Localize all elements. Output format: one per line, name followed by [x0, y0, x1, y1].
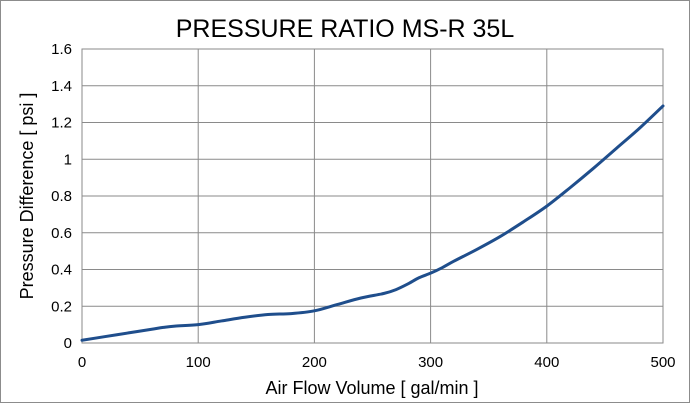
y-tick-label: 0.8 [51, 188, 72, 205]
y-tick-label: 1 [64, 151, 72, 168]
y-tick-label: 0.6 [51, 225, 72, 242]
y-axis-title: Pressure Difference [ psi ] [17, 93, 37, 300]
y-tick-label: 1.4 [51, 78, 72, 95]
y-tick-label: 0.4 [51, 262, 72, 279]
y-tick-label: 0 [64, 335, 72, 352]
data-series [80, 104, 665, 342]
x-axis-title: Air Flow Volume [ gal/min ] [265, 378, 478, 398]
grid-lines [81, 48, 664, 344]
tick-labels: 0 0.2 0.4 0.6 0.8 1 1.2 1.4 1.6 0 100 200 300 400 500 [51, 41, 675, 371]
x-tick-label: 200 [302, 354, 327, 371]
y-tick-label: 1.6 [51, 41, 72, 58]
plot-area-border [81, 48, 664, 344]
y-tick-label: 0.2 [51, 298, 72, 315]
chart-title: PRESSURE RATIO MS-R 35L [176, 15, 515, 43]
x-tick-label: 400 [534, 354, 559, 371]
x-tick-label: 0 [78, 354, 86, 371]
x-tick-label: 300 [418, 354, 443, 371]
y-tick-label: 1.2 [51, 115, 72, 132]
series-line [80, 104, 665, 342]
x-tick-label: 100 [186, 354, 211, 371]
x-tick-label: 500 [650, 354, 675, 371]
